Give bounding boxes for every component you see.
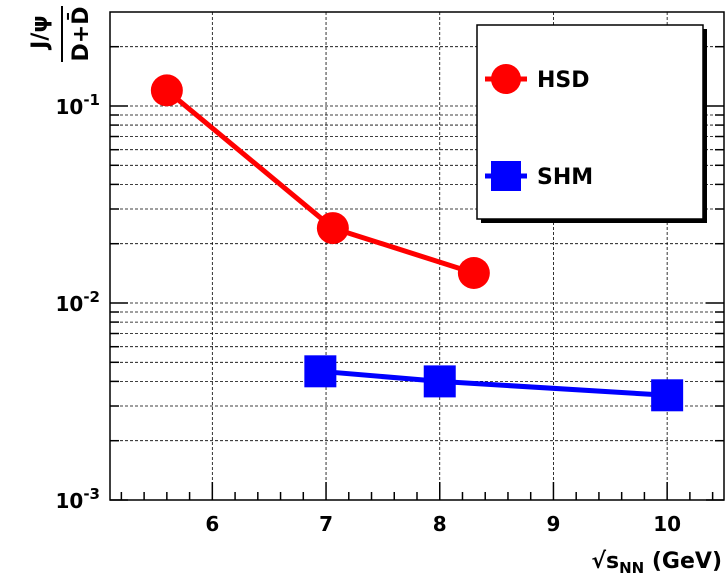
data-point (651, 379, 684, 412)
data-point (423, 365, 456, 398)
x-axis-label-text: √sNN (GeV) (591, 549, 722, 577)
series-layer (150, 74, 684, 412)
data-point (316, 212, 349, 245)
x-tick-label: 7 (319, 512, 333, 536)
legend-label: HSD (537, 68, 590, 93)
tick-labels: 6 7 8 9 10 10-1 10-2 10-3 (55, 91, 681, 536)
y-tick-label: 10-1 (55, 91, 100, 119)
legend-marker (491, 161, 521, 191)
y-axis-label: J/ψ D+D̄ (28, 6, 94, 62)
series-hsd (150, 74, 490, 289)
x-tick-label: 8 (433, 512, 447, 536)
x-axis-label-unit: (GeV) (644, 549, 722, 574)
legend-label: SHM (537, 165, 593, 190)
data-point (150, 74, 183, 107)
legend-items: HSD SHM (485, 64, 593, 191)
x-tick-label: 6 (205, 512, 219, 536)
series-line (320, 368, 668, 398)
x-axis-label: √sNN (GeV) (591, 549, 722, 577)
x-axis-label-sub: NN (619, 559, 644, 577)
legend: HSD SHM (476, 24, 707, 223)
x-tick-label: 10 (653, 512, 681, 536)
data-point (457, 256, 490, 289)
data-point (304, 355, 337, 388)
y-tick-label: 10-3 (55, 485, 100, 513)
x-tick-label: 9 (546, 512, 560, 536)
legend-item-shm: SHM (485, 161, 593, 191)
series-shm (304, 355, 684, 412)
legend-marker (491, 64, 521, 94)
x-axis-label-main: s (606, 549, 619, 574)
y-axis-label-denominator: D+D̄ (68, 7, 94, 62)
x-axis-label-root: √ (591, 549, 606, 574)
series-line (165, 88, 475, 276)
y-axis-label-numerator: J/ψ (28, 15, 53, 51)
legend-item-hsd: HSD (485, 64, 590, 94)
grid-lines (110, 12, 724, 500)
y-tick-label: 10-2 (55, 288, 100, 316)
axis-ticks (110, 45, 724, 501)
